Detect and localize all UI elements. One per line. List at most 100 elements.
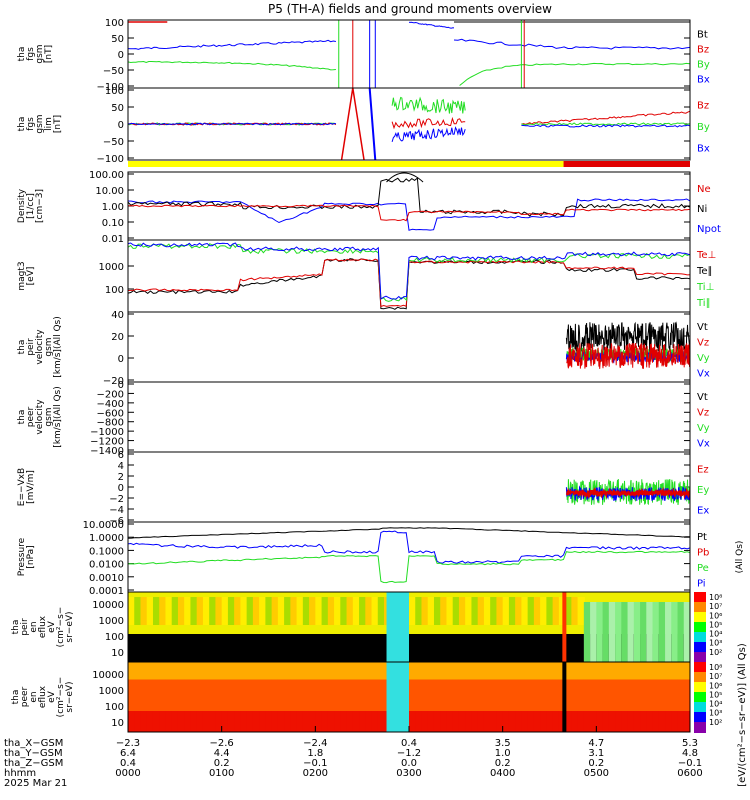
spec-cell — [409, 597, 417, 625]
ylabel-line: fgs — [26, 47, 36, 61]
xaxis-value: 0400 — [490, 768, 515, 779]
spec-cell — [365, 711, 373, 732]
spec-cell — [371, 634, 379, 662]
spec-cell — [421, 634, 429, 662]
spec-cell — [583, 662, 592, 680]
ytick-label: 0.0001 — [89, 586, 124, 597]
ylabel-line: tha — [17, 47, 27, 62]
spec-cell — [346, 634, 354, 662]
panel-content — [128, 592, 690, 662]
spec-cell — [215, 597, 223, 625]
ylabel-line: magt3 — [17, 261, 27, 290]
spec-cell — [515, 662, 523, 680]
spec-cell — [177, 662, 186, 680]
ylabel-line: eV — [47, 690, 57, 703]
spec-cell — [309, 711, 317, 732]
spec-cell — [221, 662, 229, 680]
colorbar-label: 10⁷ — [709, 602, 722, 611]
panel-peer_vel: tha peer velocity gsm [km/s](All Qs) 0−200−40… — [17, 380, 710, 457]
ylabel-line: [1/cc] — [26, 193, 36, 219]
spec-cell — [196, 662, 204, 680]
series-Pe — [128, 550, 690, 584]
ylabel-line: [km/s](All Qs) — [53, 316, 63, 378]
spec-cell — [240, 711, 248, 732]
spec-edge — [562, 662, 567, 732]
spec-cell — [515, 634, 523, 662]
colorbar-band — [694, 692, 706, 703]
ytick-label: 0.0010 — [89, 573, 124, 584]
spec-cell — [190, 662, 198, 680]
spec-cell — [252, 597, 261, 625]
legend-Ti⊥: Ti⊥ — [696, 282, 714, 293]
spec-cell — [284, 711, 292, 732]
spec-cell — [465, 662, 473, 680]
spec-cell — [508, 634, 517, 662]
ytick-label: 1.00 — [102, 202, 124, 213]
ytick-label: 100 — [105, 702, 124, 713]
spec-cell — [496, 597, 504, 625]
mode-bar — [128, 161, 690, 167]
ytick-label: 0.1000 — [89, 546, 124, 557]
ylabel-line: gsm — [35, 44, 45, 63]
spec-cell — [227, 597, 236, 625]
ytick-label: 100.00 — [89, 170, 124, 181]
legend-Vy: Vy — [697, 423, 710, 434]
spec-cell — [284, 662, 292, 680]
spec-cell — [377, 662, 386, 680]
spec-cell — [590, 711, 598, 732]
colorbar-label: 10⁴ — [709, 630, 722, 639]
spec-cell — [265, 711, 273, 732]
spec-cell — [496, 711, 504, 732]
spec-cell — [321, 634, 329, 662]
xaxis-value: 5.3 — [682, 738, 698, 749]
ytick-label: −100 — [97, 154, 124, 165]
spec-cell — [683, 662, 690, 680]
ylabel-line: gsm — [44, 407, 54, 426]
ytick-label: 0 — [118, 50, 124, 61]
spec-cell — [452, 662, 460, 680]
figure-title: P5 (TH-A) fields and ground moments over… — [268, 2, 552, 16]
spec-cell — [521, 597, 529, 625]
spec-cell — [640, 602, 648, 662]
spec-cell — [259, 634, 267, 662]
ytick-label: −800 — [97, 418, 124, 429]
legend-Pt: Pt — [697, 532, 707, 543]
spec-cell — [646, 602, 654, 662]
spec-cell — [590, 602, 598, 662]
spec-cell — [640, 662, 648, 680]
spec-cell — [184, 711, 192, 732]
ylabel-line: peir — [20, 618, 30, 636]
spec-cell — [234, 597, 242, 625]
legend-Bz: Bz — [697, 45, 709, 56]
xaxis-value: 0600 — [677, 768, 702, 779]
spec-cell — [290, 711, 298, 732]
spec-cell — [202, 662, 211, 680]
spec-cell — [271, 597, 279, 625]
spec-cell — [665, 602, 673, 662]
panel-peir_vel: tha peir velocity gsm [km/s](All Qs) 40 20 0 −20… — [17, 310, 710, 387]
bar-red — [563, 161, 690, 167]
ytick-label: 100 — [105, 86, 124, 97]
ytick-label: −100 — [97, 82, 124, 93]
spec-cell — [221, 634, 229, 662]
spec-cell — [677, 662, 685, 680]
spec-cell — [571, 711, 579, 732]
spec-cell — [171, 597, 179, 625]
spec-cell — [540, 711, 548, 732]
series-Bx — [128, 122, 336, 126]
ylabel-line: en — [29, 691, 39, 702]
spec-cell — [215, 634, 223, 662]
xaxis-value: −0.1 — [303, 758, 327, 769]
panel-content — [128, 242, 690, 310]
legend-Ex: Ex — [697, 506, 709, 517]
series-Bx3 — [453, 38, 690, 50]
spec-cell — [346, 711, 354, 732]
spec-cell — [302, 597, 311, 625]
series-Npot — [128, 198, 690, 231]
spec-cell — [633, 711, 642, 732]
spec-cell — [502, 662, 510, 680]
spec-cell — [177, 597, 186, 625]
spec-cell — [490, 662, 498, 680]
legend-Ni: Ni — [697, 204, 707, 215]
time-axis: tha_X−GSM −2.3 −2.6 −2.4 0.4 3.5 4.7 5.3 tha_Y−G… — [4, 726, 703, 789]
